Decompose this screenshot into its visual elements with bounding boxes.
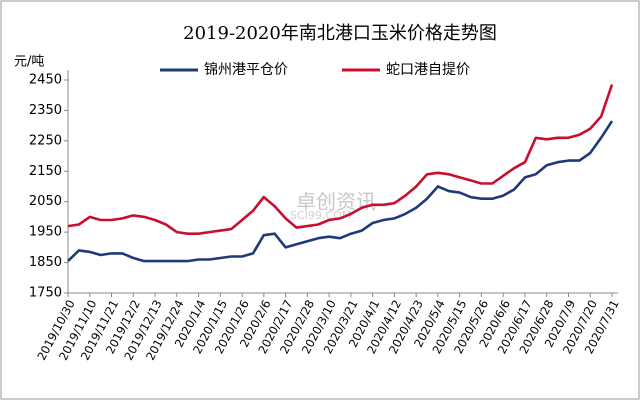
- series-line: [67, 84, 614, 235]
- y-tick-label: 2150: [29, 164, 62, 179]
- y-tick-label: 2450: [29, 73, 62, 88]
- y-axis-label: 元/吨: [14, 55, 44, 70]
- y-tick-label: 1850: [29, 255, 62, 270]
- y-tick-label: 2350: [29, 103, 62, 118]
- y-tick-label: 2250: [29, 133, 62, 148]
- y-tick-label: 1750: [29, 286, 62, 301]
- series-line: [67, 120, 614, 263]
- y-tick-label: 2050: [29, 194, 62, 209]
- chart-title: 2019-2020年南北港口玉米价格走势图: [183, 23, 497, 44]
- watermark-sub: SCI99.COM: [290, 209, 351, 222]
- legend-label: 锦州港平仓价: [204, 61, 288, 78]
- watermark: 卓创资讯: [296, 190, 376, 214]
- legend-label: 蛇口港自提价: [386, 62, 470, 78]
- y-tick-label: 1950: [29, 225, 62, 240]
